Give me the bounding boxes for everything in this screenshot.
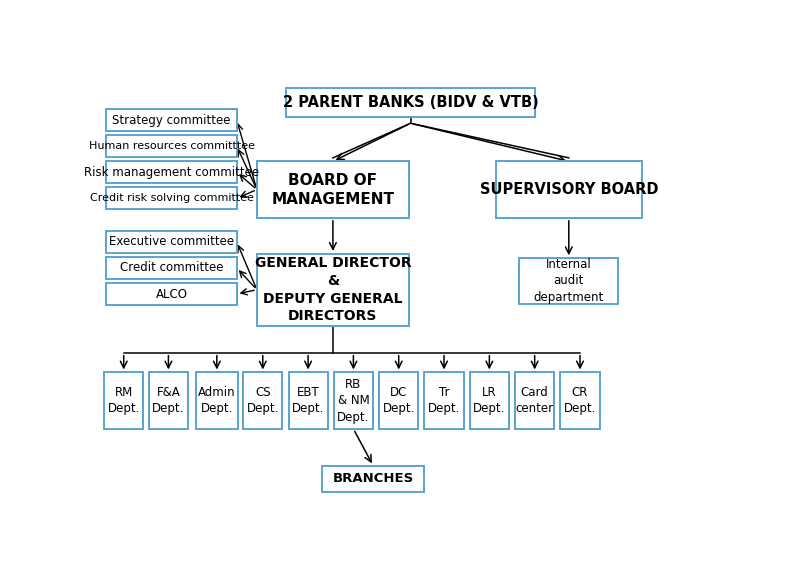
FancyBboxPatch shape	[244, 372, 282, 429]
FancyBboxPatch shape	[107, 257, 237, 279]
FancyBboxPatch shape	[561, 372, 599, 429]
Text: Risk management committee: Risk management committee	[84, 166, 259, 179]
Text: Credit risk solving committee: Credit risk solving committee	[90, 193, 253, 203]
FancyBboxPatch shape	[519, 258, 618, 304]
FancyBboxPatch shape	[107, 162, 237, 183]
Text: BOARD OF
MANAGEMENT: BOARD OF MANAGEMENT	[272, 172, 394, 207]
Text: BRANCHES: BRANCHES	[332, 472, 414, 485]
Text: LR
Dept.: LR Dept.	[473, 386, 505, 415]
Text: DC
Dept.: DC Dept.	[383, 386, 415, 415]
FancyBboxPatch shape	[257, 162, 409, 218]
Text: Strategy committee: Strategy committee	[112, 114, 231, 127]
Text: EBT
Dept.: EBT Dept.	[292, 386, 324, 415]
Text: RM
Dept.: RM Dept.	[107, 386, 140, 415]
Text: Tr
Dept.: Tr Dept.	[428, 386, 461, 415]
Text: CS
Dept.: CS Dept.	[247, 386, 279, 415]
Text: F&A
Dept.: F&A Dept.	[152, 386, 184, 415]
FancyBboxPatch shape	[425, 372, 464, 429]
Text: Executive committee: Executive committee	[109, 235, 234, 249]
FancyBboxPatch shape	[104, 372, 143, 429]
Text: Human resources committtee: Human resources committtee	[89, 141, 255, 151]
FancyBboxPatch shape	[322, 466, 425, 492]
Text: Credit committee: Credit committee	[120, 262, 223, 275]
Text: Card
center: Card center	[516, 386, 553, 415]
Text: ALCO: ALCO	[155, 288, 187, 301]
FancyBboxPatch shape	[515, 372, 554, 429]
FancyBboxPatch shape	[379, 372, 418, 429]
FancyBboxPatch shape	[107, 135, 237, 157]
FancyBboxPatch shape	[107, 283, 237, 305]
FancyBboxPatch shape	[149, 372, 188, 429]
Text: Admin
Dept.: Admin Dept.	[198, 386, 235, 415]
FancyBboxPatch shape	[107, 231, 237, 253]
FancyBboxPatch shape	[257, 254, 409, 325]
Text: 2 PARENT BANKS (BIDV & VTB): 2 PARENT BANKS (BIDV & VTB)	[283, 95, 538, 110]
Text: RB
& NM
Dept.: RB & NM Dept.	[337, 377, 369, 424]
Text: CR
Dept.: CR Dept.	[564, 386, 596, 415]
FancyBboxPatch shape	[195, 372, 238, 429]
FancyBboxPatch shape	[107, 109, 237, 131]
FancyBboxPatch shape	[288, 372, 328, 429]
Text: Internal
audit
department: Internal audit department	[533, 258, 604, 304]
FancyBboxPatch shape	[107, 188, 237, 209]
FancyBboxPatch shape	[286, 89, 535, 117]
Text: GENERAL DIRECTOR
&
DEPUTY GENERAL
DIRECTORS: GENERAL DIRECTOR & DEPUTY GENERAL DIRECT…	[255, 256, 411, 323]
FancyBboxPatch shape	[470, 372, 509, 429]
FancyBboxPatch shape	[334, 372, 373, 429]
Text: SUPERVISORY BOARD: SUPERVISORY BOARD	[480, 182, 658, 197]
FancyBboxPatch shape	[496, 162, 642, 218]
